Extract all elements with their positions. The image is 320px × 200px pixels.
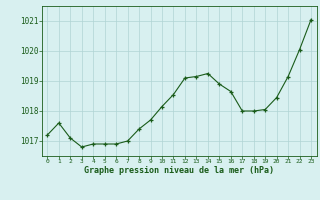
X-axis label: Graphe pression niveau de la mer (hPa): Graphe pression niveau de la mer (hPa)	[84, 166, 274, 175]
